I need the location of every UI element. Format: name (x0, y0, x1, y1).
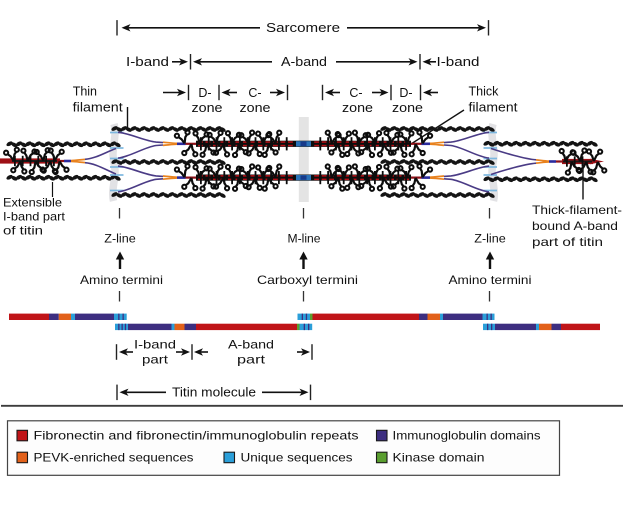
svg-text:zone: zone (240, 101, 271, 115)
svg-text:PEVK-enriched sequences: PEVK-enriched sequences (34, 451, 194, 465)
svg-text:Kinase domain: Kinase domain (393, 451, 485, 465)
svg-text:I-band: I-band (437, 55, 480, 69)
svg-text:Fibronectin and fibronectin/im: Fibronectin and fibronectin/immunoglobul… (34, 429, 359, 443)
svg-text:C-: C- (349, 86, 362, 100)
svg-text:I-band: I-band (134, 338, 176, 352)
svg-text:I-band part: I-band part (3, 210, 66, 224)
svg-text:A-band: A-band (281, 55, 327, 69)
svg-text:Thick-filament-: Thick-filament- (532, 203, 622, 217)
svg-text:D-: D- (198, 86, 211, 100)
svg-text:Thick: Thick (469, 85, 500, 99)
svg-text:Extensible: Extensible (3, 196, 62, 210)
svg-text:D-: D- (399, 86, 412, 100)
svg-text:Immunoglobulin domains: Immunoglobulin domains (393, 429, 541, 443)
svg-text:C-: C- (248, 86, 261, 100)
svg-text:A-band: A-band (228, 338, 274, 352)
svg-text:M-line: M-line (288, 234, 321, 246)
svg-text:zone: zone (192, 101, 223, 115)
svg-text:I-band: I-band (126, 55, 169, 69)
svg-text:part of titin: part of titin (532, 235, 603, 249)
svg-text:Carboxyl termini: Carboxyl termini (257, 273, 358, 287)
svg-text:bound A-band: bound A-band (532, 219, 618, 233)
svg-text:Amino termini: Amino termini (80, 273, 163, 287)
svg-text:zone: zone (342, 101, 373, 115)
svg-text:filament: filament (469, 101, 519, 115)
svg-text:Titin molecule: Titin molecule (172, 386, 256, 400)
svg-text:filament: filament (73, 101, 124, 115)
svg-text:part: part (237, 353, 266, 367)
svg-text:part: part (142, 353, 169, 367)
svg-text:Z-line: Z-line (474, 234, 506, 246)
svg-text:Thin: Thin (73, 85, 97, 99)
svg-text:Sarcomere: Sarcomere (266, 20, 340, 35)
svg-text:zone: zone (392, 101, 423, 115)
svg-text:Unique sequences: Unique sequences (241, 451, 353, 465)
svg-text:of titin: of titin (3, 224, 43, 238)
svg-text:Z-line: Z-line (104, 234, 136, 246)
svg-text:Amino termini: Amino termini (449, 273, 532, 287)
